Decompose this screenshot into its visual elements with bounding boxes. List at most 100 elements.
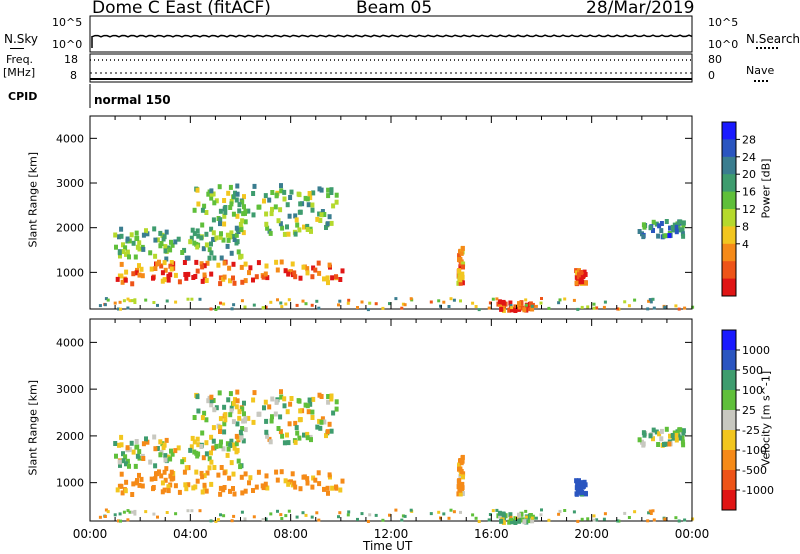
echo-cell <box>558 298 562 302</box>
echo-cell <box>218 491 223 497</box>
echo-cell <box>499 306 504 312</box>
power-colorbar-label: Power [dB] <box>759 158 773 219</box>
echo-cell <box>275 267 280 273</box>
echo-cell <box>166 488 171 494</box>
echo-cell <box>293 213 298 219</box>
echo-cell <box>228 391 233 397</box>
echo-cell <box>317 481 322 487</box>
echo-cell <box>539 301 543 305</box>
echo-cell <box>491 297 495 301</box>
echo-cell <box>264 263 269 269</box>
echo-cell <box>239 435 244 441</box>
echo-cell <box>456 478 461 484</box>
echo-cell <box>123 245 128 251</box>
echo-cell <box>151 275 155 281</box>
echo-cell <box>195 268 200 274</box>
echo-cell <box>153 446 158 452</box>
echo-cell <box>196 442 201 448</box>
echo-cell <box>437 510 441 514</box>
echo-cell <box>162 469 167 475</box>
echo-cell <box>144 436 148 442</box>
echo-cell <box>273 204 278 210</box>
echo-cell <box>488 301 492 305</box>
echo-cell <box>429 512 433 516</box>
echo-cell <box>228 488 232 494</box>
echo-cell <box>196 408 201 414</box>
echo-cell <box>131 481 136 487</box>
echo-cell <box>242 400 246 406</box>
echo-cell <box>251 277 255 283</box>
echo-cell <box>305 480 310 486</box>
echo-cell <box>429 300 433 304</box>
echo-cell <box>117 250 122 256</box>
echo-cell <box>368 301 372 305</box>
echo-cell <box>623 300 627 304</box>
echo-cell <box>322 419 327 425</box>
echo-cell <box>517 301 521 307</box>
echo-cell <box>123 277 128 283</box>
echo-cell <box>241 230 246 236</box>
echo-cell <box>238 221 243 227</box>
echo-cell <box>576 519 580 523</box>
echo-cell <box>152 512 156 516</box>
echo-cell <box>646 307 650 311</box>
echo-cell <box>228 234 233 240</box>
echo-cell <box>279 188 284 194</box>
echo-cell <box>209 271 214 277</box>
nsearch-tick-top: 10^5 <box>708 16 739 29</box>
echo-cell <box>530 304 534 308</box>
colorbar-tick-label: 4 <box>742 238 749 251</box>
echo-cell <box>252 390 257 396</box>
echo-cell <box>366 520 370 523</box>
echo-cell <box>517 518 521 522</box>
echo-cell <box>527 518 532 524</box>
echo-cell <box>133 298 137 302</box>
echo-cell <box>305 476 310 482</box>
echo-cell <box>162 260 167 266</box>
echo-cell <box>119 307 122 311</box>
echo-cell <box>623 511 627 515</box>
echo-cell <box>237 208 242 214</box>
echo-cell <box>326 394 331 399</box>
echo-cell <box>547 518 551 522</box>
echo-cell <box>307 397 312 403</box>
echo-cell <box>130 281 135 287</box>
echo-cell <box>218 429 222 434</box>
colorbar-segment <box>722 191 736 210</box>
echo-cell <box>190 227 195 233</box>
echo-cell <box>222 470 227 476</box>
echo-cell <box>137 272 142 278</box>
echo-cell <box>218 234 223 240</box>
echo-cell <box>174 512 178 516</box>
echo-cell <box>273 411 278 417</box>
echo-cell <box>231 275 235 281</box>
echo-cell <box>400 306 404 310</box>
echo-cell <box>458 264 463 270</box>
echo-cell <box>683 306 687 310</box>
echo-cell <box>522 519 527 525</box>
echo-cell <box>218 275 223 281</box>
echo-cell <box>616 307 620 311</box>
echo-cell <box>460 481 465 487</box>
echo-cell <box>231 400 236 406</box>
echo-cell <box>195 436 200 442</box>
echo-cell <box>205 260 210 266</box>
colorbar-tick-label: -25 <box>742 424 760 437</box>
echo-cell <box>458 491 463 497</box>
echo-cell <box>219 231 223 237</box>
colorbar-tick-label: -500 <box>742 464 767 477</box>
echo-cell <box>232 491 237 497</box>
echo-cell <box>207 255 212 261</box>
colorbar-tick-label: -100 <box>742 444 767 457</box>
echo-cell <box>121 451 125 457</box>
echo-cell <box>207 465 212 471</box>
echo-cell <box>117 273 122 279</box>
echo-cell <box>226 446 231 452</box>
echo-cell <box>583 272 588 277</box>
echo-cell <box>510 306 514 310</box>
echo-cell <box>293 484 298 490</box>
echo-cell <box>131 449 136 455</box>
echo-cell <box>338 277 343 282</box>
echo-cell <box>680 227 685 233</box>
echo-cell <box>155 446 160 451</box>
